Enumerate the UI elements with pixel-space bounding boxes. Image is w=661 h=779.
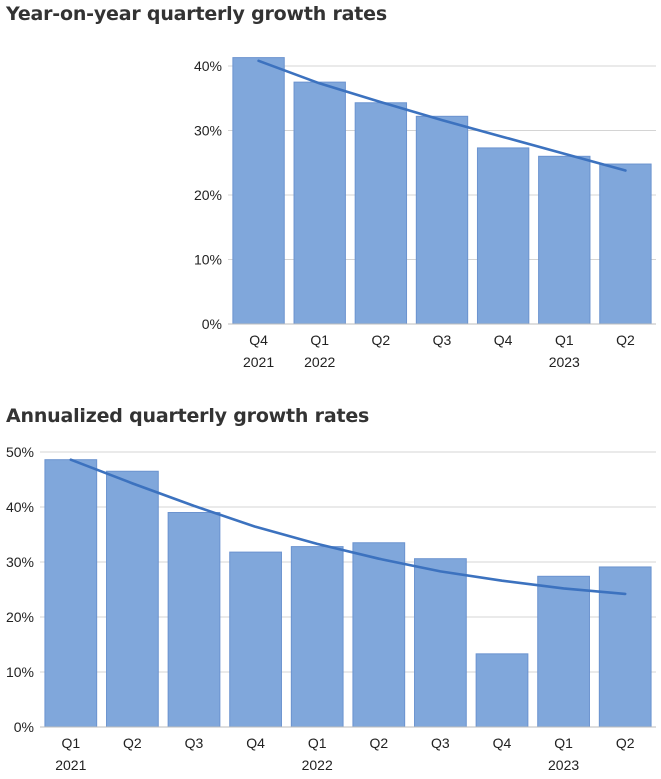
x-tick-label: Q4	[249, 332, 268, 348]
yoy-growth-chart: 0% 10% 20% 30% 40% Q4 2021 Q1 2022 Q2 Q3 Q4 Q1 2023 Q2	[194, 57, 656, 370]
y-tick-label: 10%	[194, 252, 222, 268]
bar	[229, 551, 282, 728]
y-tick-label: 40%	[6, 499, 34, 515]
y-tick-label: 40%	[194, 58, 222, 74]
x-tick-label: Q3	[431, 735, 450, 751]
y-tick-label: 20%	[194, 187, 222, 203]
bar	[475, 653, 529, 728]
y-tick-label: 10%	[6, 664, 34, 680]
bar	[598, 566, 652, 728]
x-year-label: 2021	[243, 354, 274, 370]
x-tick-label: Q4	[493, 735, 512, 751]
y-tick-label: 30%	[194, 123, 222, 139]
x-tick-label: Q3	[433, 332, 452, 348]
x-year-label: 2021	[55, 757, 86, 773]
bar	[414, 558, 467, 728]
x-tick-label: Q1	[554, 735, 573, 751]
x-tick-label: Q1	[61, 735, 80, 751]
bar	[415, 115, 469, 325]
trend-line	[69, 458, 627, 596]
x-tick-label: Q2	[616, 735, 635, 751]
bar	[106, 470, 159, 728]
y-tick-label: 50%	[6, 444, 34, 460]
x-tick-label: Q4	[246, 735, 265, 751]
chart-title-yoy: Year-on-year quarterly growth rates	[6, 3, 387, 25]
bar	[290, 546, 344, 728]
x-tick-label: Q4	[494, 332, 513, 348]
x-year-label: 2022	[304, 354, 335, 370]
x-tick-label: Q2	[369, 735, 388, 751]
x-year-label: 2023	[548, 757, 579, 773]
y-tick-label: 0%	[14, 719, 34, 735]
bar	[354, 102, 408, 325]
bar	[599, 163, 652, 325]
x-tick-label: Q2	[372, 332, 391, 348]
x-tick-label: Q1	[555, 332, 574, 348]
y-tick-label: 0%	[202, 316, 222, 332]
bar	[167, 512, 221, 728]
x-tick-label: Q3	[185, 735, 204, 751]
x-tick-label: Q1	[310, 332, 329, 348]
bar	[293, 81, 346, 325]
x-tick-label: Q2	[616, 332, 635, 348]
y-tick-label: 30%	[6, 554, 34, 570]
x-year-label: 2023	[549, 354, 580, 370]
bar	[537, 575, 590, 728]
bar	[352, 542, 406, 728]
trend-line	[257, 59, 627, 172]
y-tick-label: 20%	[6, 609, 34, 625]
x-tick-label: Q2	[123, 735, 142, 751]
x-tick-label: Q1	[308, 735, 327, 751]
bar	[44, 459, 98, 728]
chart-title-annualized: Annualized quarterly growth rates	[6, 405, 370, 427]
x-year-label: 2022	[302, 757, 333, 773]
bar	[232, 57, 285, 325]
